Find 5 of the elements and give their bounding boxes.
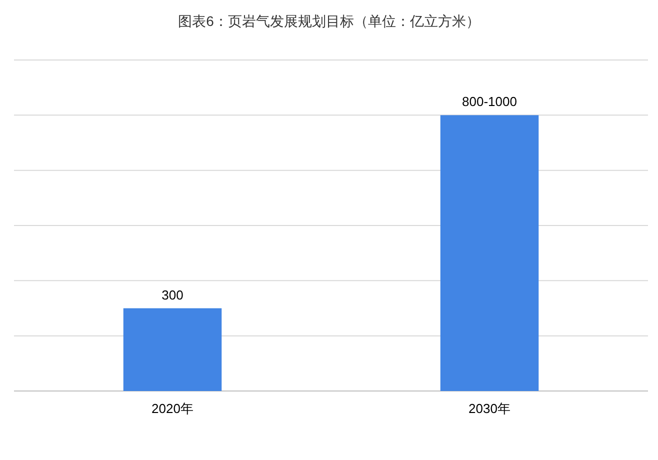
x-tick-label: 2020年 xyxy=(152,401,194,416)
data-label: 800-1000 xyxy=(462,94,517,110)
data-label: 300 xyxy=(162,287,184,302)
x-tick-label: 2030年 xyxy=(468,401,510,416)
chart-title: 图表6：页岩气发展规划目标（单位：亿立方米） xyxy=(178,13,480,29)
